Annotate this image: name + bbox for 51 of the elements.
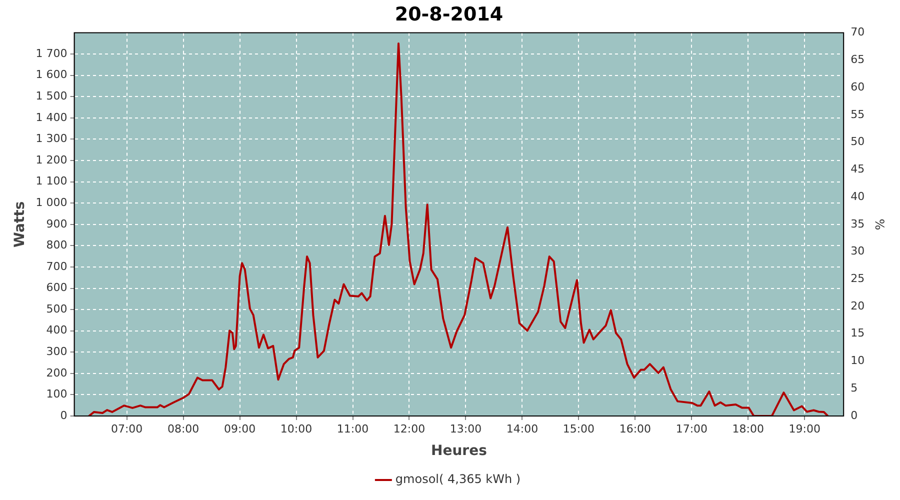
y2-tick-label: 30 (850, 244, 865, 258)
y-tick-label: 800 (46, 238, 68, 252)
y-tick-label: 400 (46, 324, 68, 337)
y2-tick-label: 70 (850, 26, 865, 39)
y2-tick-label: 15 (850, 326, 865, 340)
x-tick-label: 15:00 (562, 422, 595, 436)
y2-tick-label: 25 (850, 272, 865, 285)
y2-tick-label: 65 (850, 53, 865, 66)
x-tick-label: 18:00 (732, 422, 764, 436)
y-tick-label: 1 700 (36, 46, 68, 60)
y2-tick-label: 50 (850, 135, 865, 148)
x-tick-label: 14:00 (506, 422, 538, 436)
legend-label: gmosol( 4,365 kWh ) (395, 472, 521, 486)
y-tick-label: 1 000 (36, 196, 68, 209)
y2-axis-title: % (872, 218, 887, 230)
x-tick-label: 07:00 (110, 422, 143, 436)
y-tick-label: 100 (46, 388, 68, 401)
y-tick-label: 1 100 (36, 174, 68, 188)
x-tick-label: 09:00 (224, 422, 256, 436)
x-tick-label: 12:00 (393, 422, 426, 436)
y2-tick-label: 35 (850, 217, 865, 230)
y-tick-label: 1 300 (36, 132, 68, 146)
y-tick-label: 600 (46, 281, 68, 294)
y2-tick-label: 60 (850, 80, 865, 94)
y2-tick-label: 45 (850, 162, 865, 176)
x-axis-title: Heures (430, 443, 487, 460)
y2-tick-label: 40 (850, 190, 865, 203)
y2-tick-label: 20 (850, 299, 865, 312)
y-tick-label: 500 (46, 302, 68, 316)
y-tick-label: 1 600 (36, 68, 68, 82)
x-tick-label: 11:00 (336, 422, 369, 436)
y-tick-label: 0 (60, 408, 68, 422)
chart-title: 20-8-2014 (394, 3, 504, 26)
x-tick-label: 19:00 (788, 422, 820, 436)
y-axis-title: Watts (12, 201, 28, 248)
y-tick-label: 300 (46, 344, 68, 358)
x-tick-label: 10:00 (280, 422, 312, 436)
y-tick-label: 1 400 (36, 110, 68, 124)
y2-tick-label: 5 (850, 381, 858, 394)
y-tick-label: 1 200 (36, 153, 68, 166)
y-tick-label: 900 (46, 217, 68, 230)
x-tick-label: 08:00 (167, 422, 200, 436)
y2-tick-label: 0 (850, 408, 858, 422)
x-tick-label: 13:00 (450, 422, 482, 436)
y-tick-label: 1 500 (36, 90, 68, 103)
y2-tick-label: 10 (850, 354, 865, 368)
y-tick-label: 700 (46, 260, 68, 273)
y-tick-label: 200 (46, 366, 68, 380)
x-tick-label: 16:00 (619, 422, 652, 436)
x-tick-label: 17:00 (676, 422, 708, 436)
y2-tick-label: 55 (850, 108, 865, 121)
